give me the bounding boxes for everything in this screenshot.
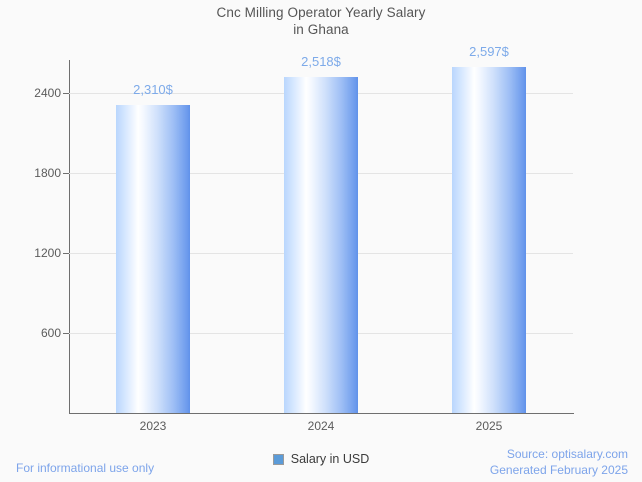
y-axis-tick-mark [63,333,69,334]
bar-value-label-2023: 2,310$ [133,82,173,97]
y-axis-tick-mark [63,93,69,94]
chart-title-line-1: Cnc Milling Operator Yearly Salary [216,5,426,20]
y-axis-tick-label: 1800 [34,166,61,180]
generated-date-text: Generated February 2025 [489,463,628,477]
legend-swatch-icon [272,453,284,465]
x-axis-label-2023: 2023 [139,419,167,433]
chart-legend: Salary in USD [0,450,642,468]
source-text: Source: optisalary.com [506,447,628,461]
source-block: Source: optisalary.com Generated Februar… [490,446,628,478]
bar-value-label-2024: 2,518$ [301,54,341,70]
bar-2025[interactable] [452,66,526,413]
legend-item-salary-in-usd[interactable]: Salary in USD [268,450,374,468]
y-axis-tick-label: 600 [40,326,61,340]
legend-item-label: Salary in USD [290,452,370,466]
y-axis-tick-label: 2400 [34,86,61,100]
chart-title: Cnc Milling Operator Yearly Salary in Gh… [0,4,642,38]
y-axis-tick-label: 1200 [34,246,61,260]
x-axis-line [69,413,574,414]
chart-title-line-2: in Ghana [293,22,349,37]
plot-area [69,60,573,413]
x-axis-label-2024: 2024 [307,419,335,433]
y-axis-tick-mark [63,173,69,174]
y-axis-tick-labels: 600 1200 1800 2400 [0,0,61,482]
y-axis-line [69,60,70,414]
bar-value-label-2025: 2,597$ [469,43,509,59]
bar-2023[interactable] [116,105,190,413]
disclaimer-text: For informational use only [16,461,155,475]
bar-2024[interactable] [284,77,358,413]
x-axis-label-2025: 2025 [475,419,503,433]
y-axis-tick-mark [63,253,69,254]
